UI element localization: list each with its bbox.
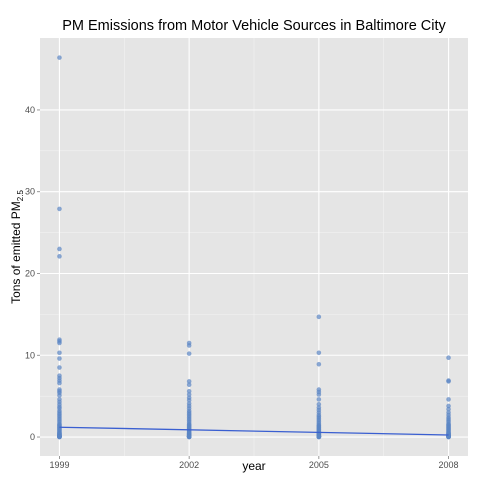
x-axis-title: year [242,459,265,473]
data-point [57,434,62,440]
y-tick-label: 10 [25,350,35,360]
x-tick-label: 2002 [179,460,199,470]
data-point [57,340,62,346]
data-point [186,379,192,384]
data-point [57,350,62,356]
data-point [316,350,322,356]
data-points [57,55,451,440]
y-axis-title-text: Tons of emitted PM [9,201,23,304]
data-point [446,397,451,402]
data-point [316,361,322,367]
x-tick-label: 1999 [49,460,69,470]
major-gridlines [40,38,468,456]
minor-gridlines [40,38,468,456]
data-point [57,55,62,60]
data-point [446,403,451,409]
data-point [57,365,62,370]
trend-line [59,426,449,436]
data-point [316,397,322,402]
data-point [446,379,451,384]
data-point [316,434,322,440]
data-point [316,392,322,397]
data-point [316,402,322,407]
data-point [57,246,62,252]
data-point [186,397,192,403]
data-point [57,356,62,361]
y-axis-title-subscript: 2.5 [16,190,25,202]
y-axis-title: Tons of emitted PM2.5 [9,190,25,304]
y-axis-ticks: 0 10 20 30 40 [25,105,40,442]
y-tick-label: 40 [25,105,35,115]
data-point [446,355,451,361]
data-point [186,392,192,397]
data-point [57,380,62,386]
y-tick-label: 20 [25,268,35,278]
data-point [186,434,192,440]
x-tick-label: 2008 [439,460,459,470]
trend-line-group [59,426,449,436]
data-point [446,406,451,412]
data-point [446,434,451,440]
x-tick-label: 2005 [309,460,329,470]
data-point [186,388,192,394]
y-tick-label: 0 [30,432,35,442]
data-point [316,314,322,320]
x-axis-ticks: 1999 2002 2005 2008 [49,456,459,470]
data-point [186,351,192,356]
y-tick-label: 30 [25,187,35,197]
data-point [57,206,62,212]
data-point [186,343,192,348]
data-point [57,393,62,398]
data-point [57,254,62,259]
chart-title: PM Emissions from Motor Vehicle Sources … [62,18,446,34]
data-point [186,382,192,387]
